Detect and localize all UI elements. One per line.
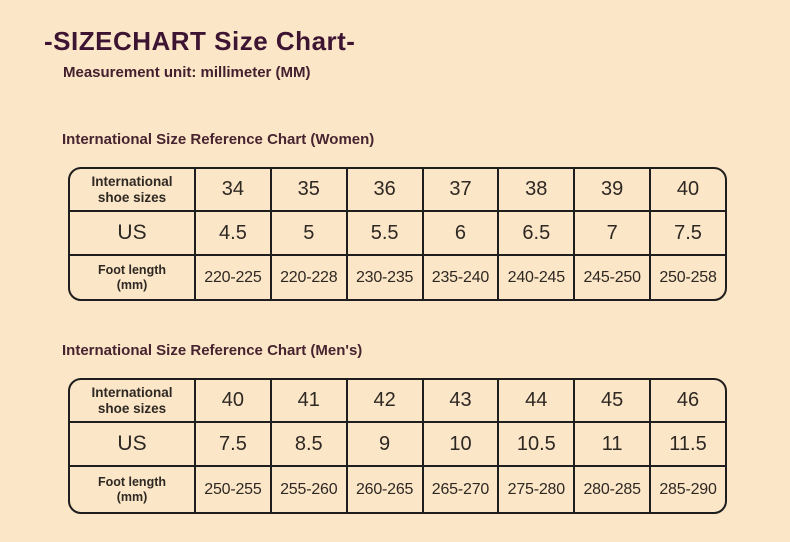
women-size-table: International shoe sizes 34 35 36 37 38 … [68, 167, 727, 301]
size-cell: 46 [649, 380, 725, 423]
row-header-us: US [70, 210, 196, 256]
size-cell: 44 [497, 380, 576, 423]
size-cell: 7.5 [194, 421, 272, 467]
size-cell: 34 [194, 169, 272, 212]
size-cell: 36 [345, 169, 424, 212]
size-cell: 5.5 [345, 210, 424, 256]
size-cell: 235-240 [421, 254, 500, 299]
size-cell: 255-260 [269, 465, 348, 512]
size-cell: 260-265 [345, 465, 424, 512]
size-cell: 5 [269, 210, 348, 256]
size-cell: 7.5 [649, 210, 725, 256]
size-cell: 275-280 [497, 465, 576, 512]
women-section-heading: International Size Reference Chart (Wome… [62, 131, 375, 148]
size-cell: 45 [573, 380, 652, 423]
size-cell: 41 [269, 380, 348, 423]
size-cell: 245-250 [573, 254, 652, 299]
size-cell: 7 [573, 210, 652, 256]
table-row: International shoe sizes 40 41 42 43 44 … [70, 380, 725, 423]
size-cell: 11.5 [649, 421, 725, 467]
row-header-international: International shoe sizes [70, 169, 196, 212]
size-cell: 10.5 [497, 421, 576, 467]
table-row: US 4.5 5 5.5 6 6.5 7 7.5 [70, 210, 725, 256]
size-cell: 6 [421, 210, 500, 256]
size-cell: 43 [421, 380, 500, 423]
row-header-international: International shoe sizes [70, 380, 196, 423]
mens-size-table: International shoe sizes 40 41 42 43 44 … [68, 378, 727, 514]
size-cell: 9 [345, 421, 424, 467]
size-cell: 38 [497, 169, 576, 212]
table-row: Foot length (mm) 250-255 255-260 260-265… [70, 465, 725, 512]
table-row: US 7.5 8.5 9 10 10.5 11 11.5 [70, 421, 725, 467]
size-cell: 230-235 [345, 254, 424, 299]
size-cell: 4.5 [194, 210, 272, 256]
table-row: Foot length (mm) 220-225 220-228 230-235… [70, 254, 725, 299]
size-cell: 40 [194, 380, 272, 423]
row-header-us: US [70, 421, 196, 467]
table-row: International shoe sizes 34 35 36 37 38 … [70, 169, 725, 212]
size-cell: 42 [345, 380, 424, 423]
men-section-heading: International Size Reference Chart (Men'… [62, 342, 363, 359]
size-cell: 250-258 [649, 254, 725, 299]
page-title: -SIZECHART Size Chart- [44, 26, 356, 56]
size-cell: 280-285 [573, 465, 652, 512]
size-cell: 265-270 [421, 465, 500, 512]
size-cell: 220-228 [269, 254, 348, 299]
size-cell: 220-225 [194, 254, 272, 299]
size-cell: 37 [421, 169, 500, 212]
row-header-foot-length: Foot length (mm) [70, 465, 196, 512]
size-cell: 10 [421, 421, 500, 467]
size-cell: 6.5 [497, 210, 576, 256]
size-cell: 35 [269, 169, 348, 212]
size-cell: 250-255 [194, 465, 272, 512]
size-cell: 11 [573, 421, 652, 467]
measurement-unit-note: Measurement unit: millimeter (MM) [63, 64, 311, 81]
size-cell: 39 [573, 169, 652, 212]
row-header-foot-length: Foot length (mm) [70, 254, 196, 299]
size-cell: 8.5 [269, 421, 348, 467]
size-cell: 240-245 [497, 254, 576, 299]
size-cell: 40 [649, 169, 725, 212]
size-cell: 285-290 [649, 465, 725, 512]
